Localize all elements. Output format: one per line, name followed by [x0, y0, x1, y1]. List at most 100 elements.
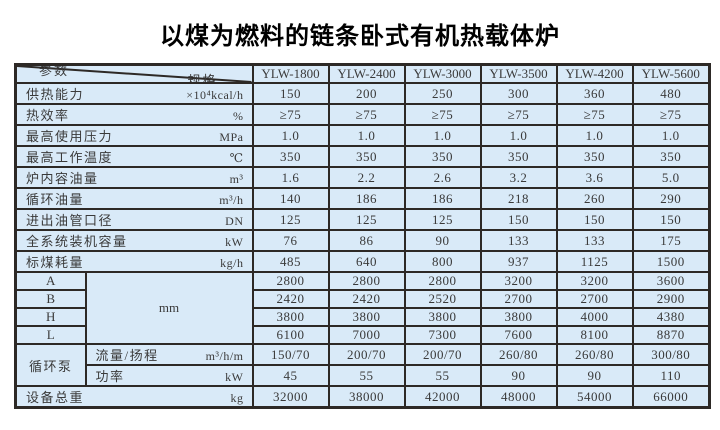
model-header: YLW-2400 — [327, 63, 406, 84]
value-cell: 1500 — [631, 250, 711, 273]
param-cell: 全系统装机容量 kW — [14, 229, 254, 252]
param-name: 进出油管口径 — [26, 213, 114, 228]
value-cell: 1.0 — [251, 124, 330, 147]
value-cell: 7000 — [327, 325, 406, 345]
value-cell: 300/80 — [631, 343, 711, 366]
value-cell: 260/80 — [479, 343, 558, 366]
value-cell: 48000 — [479, 385, 558, 409]
value-cell: 125 — [403, 208, 482, 231]
dimension-row: B 2420 2420 2520 2700 2700 2900 — [14, 289, 711, 309]
param-unit: ×10⁴kcal/h — [186, 88, 244, 102]
value-cell: 54000 — [555, 385, 634, 409]
value-cell: 3800 — [403, 307, 482, 327]
value-cell: 90 — [555, 364, 634, 387]
value-cell: 2700 — [479, 289, 558, 309]
model-header: YLW-3500 — [479, 63, 558, 84]
value-cell: 2800 — [403, 271, 482, 291]
model-header: YLW-1800 — [251, 63, 330, 84]
param-cell: 设备总重 kg — [14, 385, 254, 409]
value-cell: 125 — [327, 208, 406, 231]
value-cell: 55 — [403, 364, 482, 387]
param-cell: 最高使用压力 MPa — [14, 124, 254, 147]
value-cell: 6100 — [251, 325, 330, 345]
value-cell: ≥75 — [327, 103, 406, 126]
model-header: YLW-4200 — [555, 63, 634, 84]
value-cell: 300 — [479, 82, 558, 105]
spec-row: 进出油管口径 DN 125 125 125 150 150 150 — [14, 208, 711, 231]
value-cell: 110 — [631, 364, 711, 387]
value-cell: ≥75 — [631, 103, 711, 126]
param-unit: m³/h — [219, 193, 244, 207]
value-cell: 1.0 — [403, 124, 482, 147]
dim-label: H — [14, 307, 87, 327]
spec-row: 最高使用压力 MPa 1.0 1.0 1.0 1.0 1.0 1.0 — [14, 124, 711, 147]
param-cell: 循环油量 m³/h — [14, 187, 254, 210]
value-cell: 32000 — [251, 385, 330, 409]
param-name: 功率 — [95, 369, 125, 384]
value-cell: 150 — [631, 208, 711, 231]
param-unit: kg — [230, 391, 244, 405]
value-cell: 4000 — [555, 307, 634, 327]
value-cell: 937 — [479, 250, 558, 273]
pump-param-cell: 功率 kW — [84, 364, 254, 387]
value-cell: 45 — [251, 364, 330, 387]
value-cell: ≥75 — [479, 103, 558, 126]
value-cell: 3.6 — [555, 166, 634, 189]
value-cell: 290 — [631, 187, 711, 210]
value-cell: 1.0 — [631, 124, 711, 147]
param-unit: ℃ — [229, 151, 244, 165]
param-unit: m³/h/m — [205, 349, 244, 363]
value-cell: 66000 — [631, 385, 711, 409]
value-cell: 1.6 — [251, 166, 330, 189]
dim-label: L — [14, 325, 87, 345]
value-cell: 86 — [327, 229, 406, 252]
value-cell: 3800 — [251, 307, 330, 327]
value-cell: 2.2 — [327, 166, 406, 189]
model-header: YLW-3000 — [403, 63, 482, 84]
pump-row: 功率 kW 45 55 55 90 90 110 — [16, 364, 711, 387]
param-name: 流量/扬程 — [95, 348, 159, 363]
param-name: 全系统装机容量 — [26, 234, 128, 249]
value-cell: 1.0 — [327, 124, 406, 147]
value-cell: ≥75 — [251, 103, 330, 126]
param-axis-label: 参数 — [39, 64, 70, 78]
value-cell: 350 — [251, 145, 330, 168]
param-unit: kW — [225, 370, 244, 384]
value-cell: 2900 — [631, 289, 711, 309]
value-cell: 133 — [555, 229, 634, 252]
value-cell: 3200 — [479, 271, 558, 291]
value-cell: 8100 — [555, 325, 634, 345]
spec-axis-label: 规格 — [187, 73, 218, 83]
value-cell: 42000 — [403, 385, 482, 409]
value-cell: 150 — [251, 82, 330, 105]
header-row: 规格 参数 YLW-1800 YLW-2400 YLW-3000 YLW-350… — [14, 63, 711, 84]
value-cell: 4380 — [631, 307, 711, 327]
page-title: 以煤为燃料的链条卧式有机热载体炉 — [160, 22, 560, 50]
value-cell: 125 — [251, 208, 330, 231]
value-cell: 1.0 — [479, 124, 558, 147]
param-unit: m³ — [229, 172, 244, 186]
value-cell: 186 — [327, 187, 406, 210]
value-cell: 38000 — [327, 385, 406, 409]
param-cell: 供热能力 ×10⁴kcal/h — [14, 82, 254, 105]
value-cell: 140 — [251, 187, 330, 210]
dim-unit-cell: mm — [84, 271, 254, 345]
param-unit: kg/h — [220, 256, 244, 270]
value-cell: 55 — [327, 364, 406, 387]
value-cell: 3600 — [631, 271, 711, 291]
value-cell: 2800 — [251, 271, 330, 291]
value-cell: 1125 — [555, 250, 634, 273]
value-cell: 133 — [479, 229, 558, 252]
value-cell: 175 — [631, 229, 711, 252]
spec-row: 最高工作温度 ℃ 350 350 350 350 350 350 — [14, 145, 711, 168]
value-cell: 150 — [555, 208, 634, 231]
value-cell: 200/70 — [403, 343, 482, 366]
param-cell: 热效率 % — [14, 103, 254, 126]
value-cell: 3800 — [479, 307, 558, 327]
param-cell: 炉内容油量 m³ — [14, 166, 254, 189]
param-unit: % — [233, 109, 244, 123]
value-cell: 800 — [403, 250, 482, 273]
diagonal-divider — [17, 66, 252, 82]
value-cell: 260/80 — [555, 343, 634, 366]
